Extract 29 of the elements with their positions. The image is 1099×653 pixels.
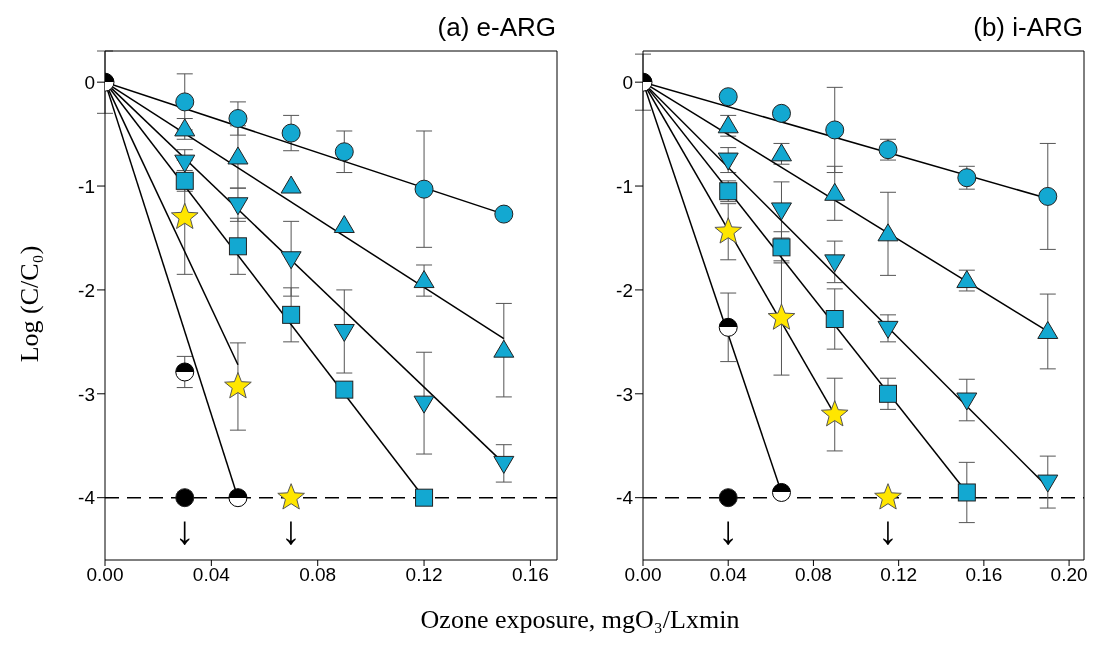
annotation: ↓ [718,507,739,553]
annotation: ↓ [174,507,195,553]
annotation: ↓ [878,507,898,553]
y-tick-label: -2 [616,279,633,301]
chart-title: (a) e-ARG [437,12,556,43]
x-tick-label: 0.08 [794,564,832,586]
x-tick-label: 0.00 [624,564,662,586]
annotation: ↓ [281,507,302,553]
y-tick-label: -1 [78,175,95,197]
x-tick-label: 0.12 [405,564,443,586]
x-tick-label: 0.04 [709,564,748,586]
x-tick-label: 0.20 [1050,564,1088,586]
y-tick-label: -2 [78,279,95,301]
x-tick-label: 0.16 [965,564,1003,586]
x-tick-label: 0.04 [192,564,231,586]
y-tick-label: -3 [616,383,633,405]
x-tick-label: 0.00 [86,564,124,586]
y-tick-label: -4 [78,487,96,509]
y-tick-label: -3 [78,383,95,405]
y-tick-label: 0 [84,71,95,93]
x-tick-label: 0.16 [511,564,549,586]
x-axis-title: Ozone exposure, mgO₃/Lxmin [420,605,740,635]
y-axis-title: Log (C/C₀) [15,245,45,363]
y-tick-label: -4 [616,487,634,509]
y-tick-label: -1 [616,175,633,197]
x-tick-label: 0.08 [299,564,337,586]
chart-title: (b) i-ARG [973,12,1083,43]
x-tick-label: 0.12 [880,564,918,586]
y-tick-label: 0 [622,71,633,93]
